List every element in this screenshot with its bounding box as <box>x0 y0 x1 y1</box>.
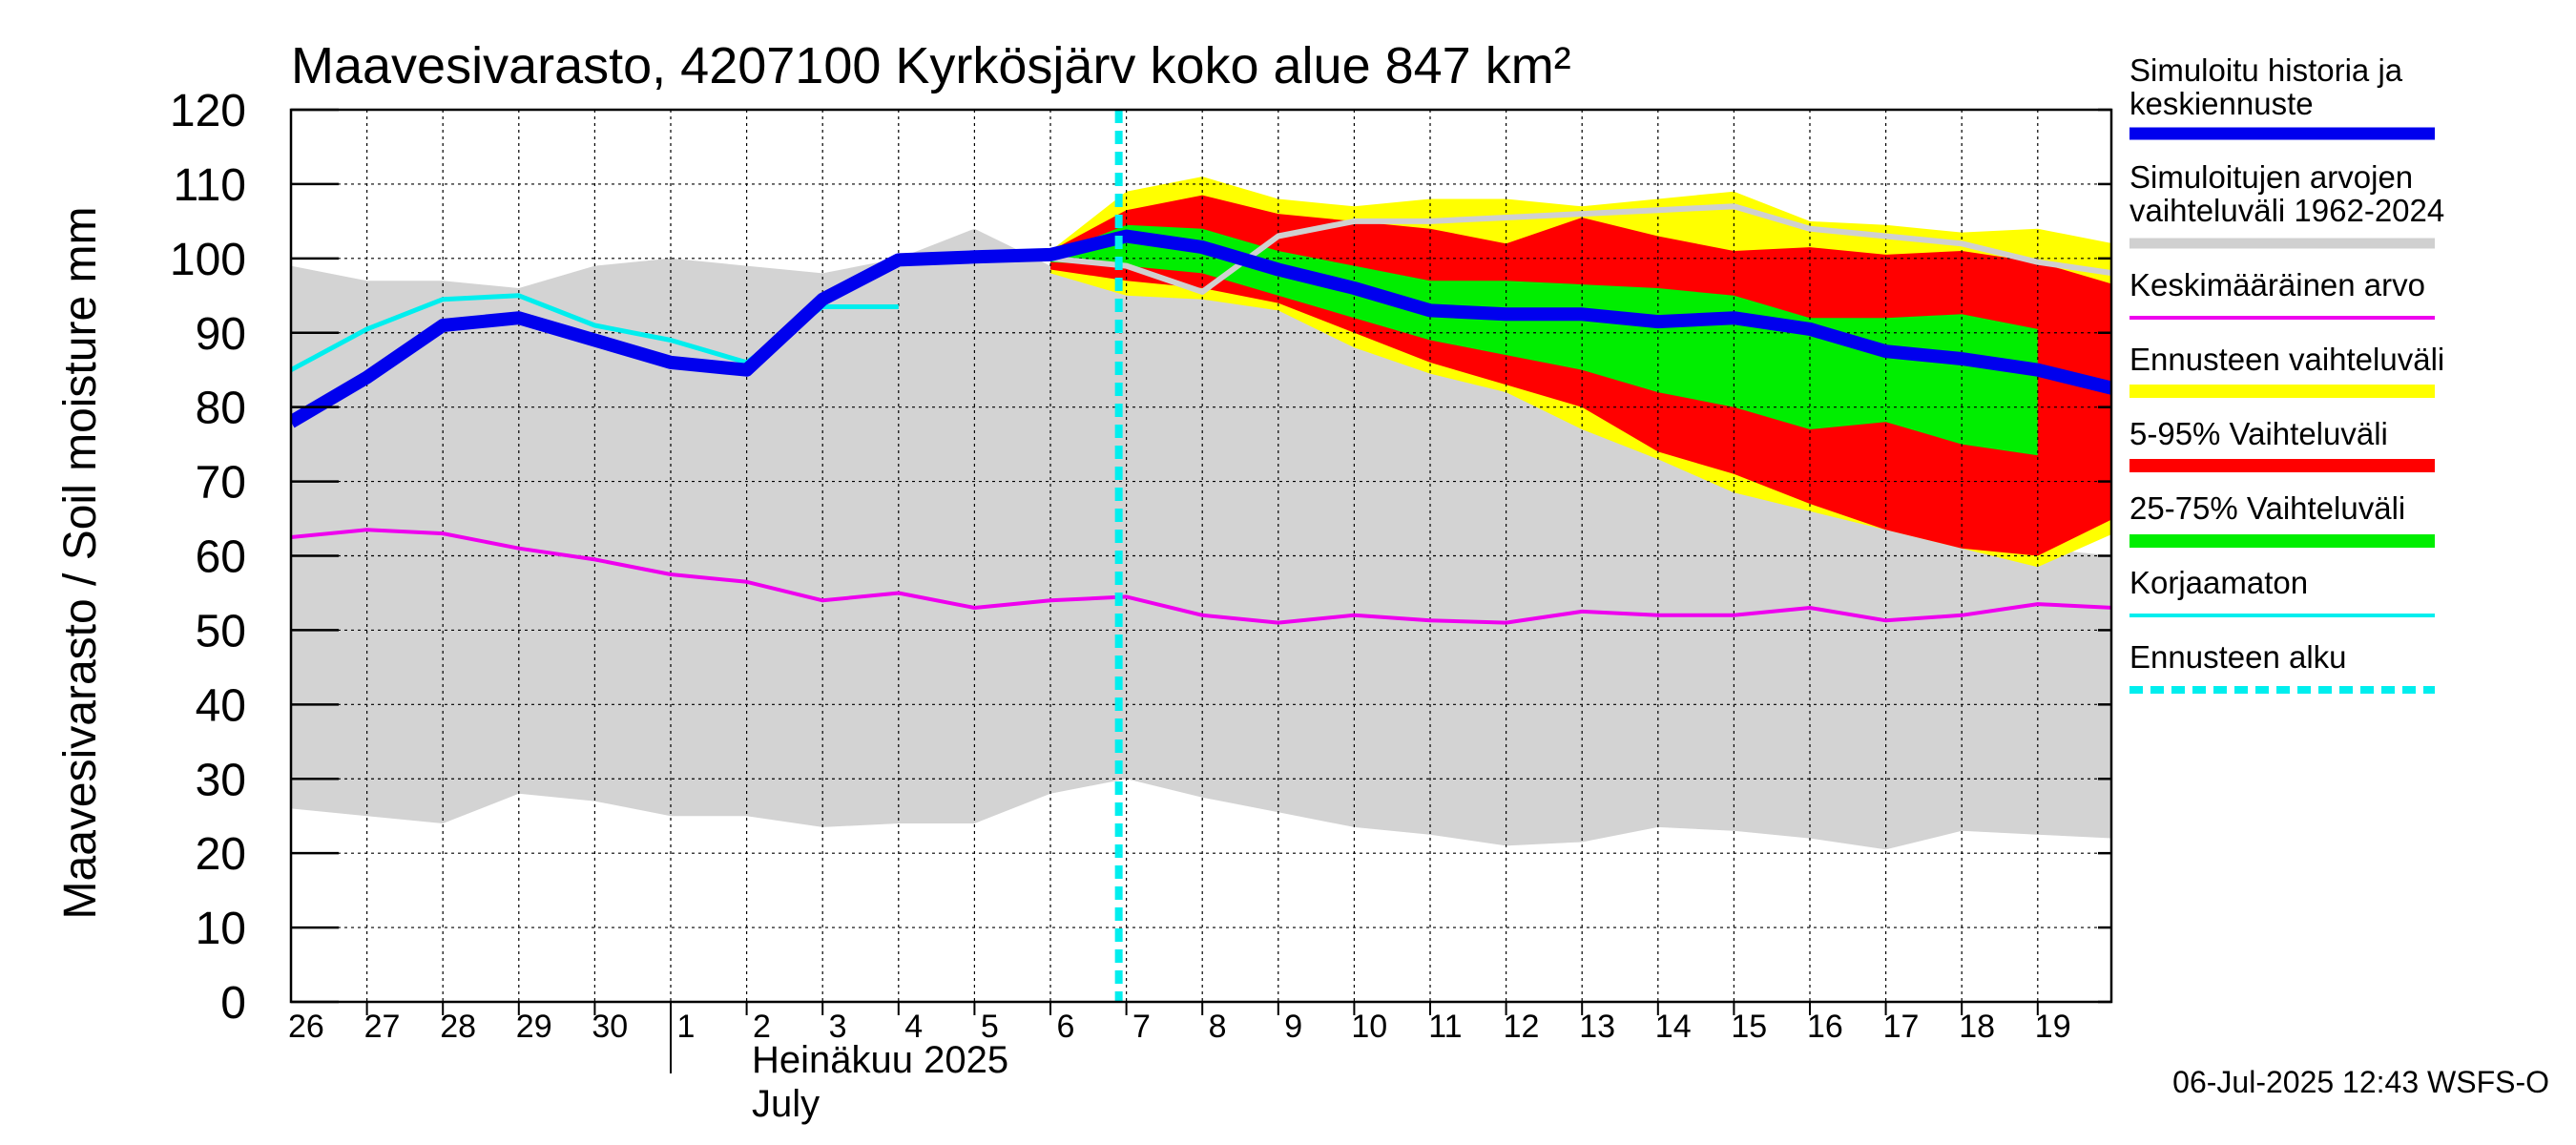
x-tick-label: 4 <box>904 1009 923 1045</box>
x-tick-label: 29 <box>516 1009 552 1045</box>
month-label-finnish: Heinäkuu 2025 <box>752 1039 1008 1081</box>
legend-label: Ennusteen vaihteluväli <box>2129 342 2444 377</box>
x-tick-label: 18 <box>1959 1009 1995 1045</box>
x-tick-label: 14 <box>1655 1009 1692 1045</box>
y-tick-label: 120 <box>170 86 246 136</box>
legend-label: Simuloitujen arvojen <box>2129 159 2413 195</box>
x-tick-label: 9 <box>1284 1009 1302 1045</box>
y-axis-label: Maavesivarasto / Soil moisture mm <box>55 207 106 920</box>
y-tick-label: 30 <box>196 755 246 805</box>
x-tick-label: 2 <box>753 1009 771 1045</box>
legend-label: vaihteluväli 1962-2024 <box>2129 193 2444 228</box>
x-tick-label: 17 <box>1883 1009 1920 1045</box>
y-tick-label: 100 <box>170 235 246 285</box>
y-tick-label: 80 <box>196 384 246 434</box>
month-label-english: July <box>752 1083 820 1125</box>
legend-label: Ennusteen alku <box>2129 639 2347 675</box>
y-tick-label: 60 <box>196 532 246 583</box>
x-tick-label: 6 <box>1056 1009 1074 1045</box>
legend-label: 5-95% Vaihteluväli <box>2129 416 2388 451</box>
x-tick-label: 27 <box>364 1009 401 1045</box>
x-tick-label: 5 <box>981 1009 999 1045</box>
x-tick-label: 16 <box>1807 1009 1843 1045</box>
x-tick-label: 15 <box>1731 1009 1767 1045</box>
x-tick-label: 1 <box>676 1009 695 1045</box>
x-tick-label: 30 <box>592 1009 628 1045</box>
y-tick-label: 50 <box>196 606 246 656</box>
main-series-line <box>291 229 2111 428</box>
x-tick-label: 26 <box>288 1009 324 1045</box>
x-tick-label: 3 <box>829 1009 847 1045</box>
x-tick-label: 28 <box>440 1009 476 1045</box>
x-tick-label: 7 <box>1132 1009 1151 1045</box>
legend-label: Keskimääräinen arvo <box>2129 267 2425 302</box>
y-tick-label: 20 <box>196 829 246 880</box>
mean-line <box>291 528 2111 625</box>
x-tick-label: 19 <box>2035 1009 2071 1045</box>
legend-label: Korjaamaton <box>2129 565 2308 600</box>
legend-label: keskiennuste <box>2129 86 2314 121</box>
y-tick-label: 0 <box>220 978 246 1029</box>
p25-75-band <box>1050 224 2038 456</box>
x-tick-label: 10 <box>1351 1009 1387 1045</box>
lines-layer <box>291 110 2111 1002</box>
y-tick-label: 70 <box>196 458 246 509</box>
x-tick-label: 8 <box>1209 1009 1227 1045</box>
x-tick-label: 11 <box>1428 1009 1462 1045</box>
y-tick-label: 10 <box>196 904 246 954</box>
chart-title: Maavesivarasto, 4207100 Kyrkösjärv koko … <box>291 37 1571 94</box>
legend-label: 25-75% Vaihteluväli <box>2129 490 2405 526</box>
y-tick-label: 40 <box>196 680 246 731</box>
y-tick-label: 90 <box>196 309 246 360</box>
footer-timestamp: 06-Jul-2025 12:43 WSFS-O <box>2172 1065 2549 1099</box>
x-tick-label: 12 <box>1504 1009 1540 1045</box>
y-tick-label: 110 <box>173 160 246 211</box>
x-tick-label: 13 <box>1579 1009 1615 1045</box>
grey-trace-line <box>1049 203 2111 295</box>
legend-label: Simuloitu historia ja <box>2129 52 2403 88</box>
